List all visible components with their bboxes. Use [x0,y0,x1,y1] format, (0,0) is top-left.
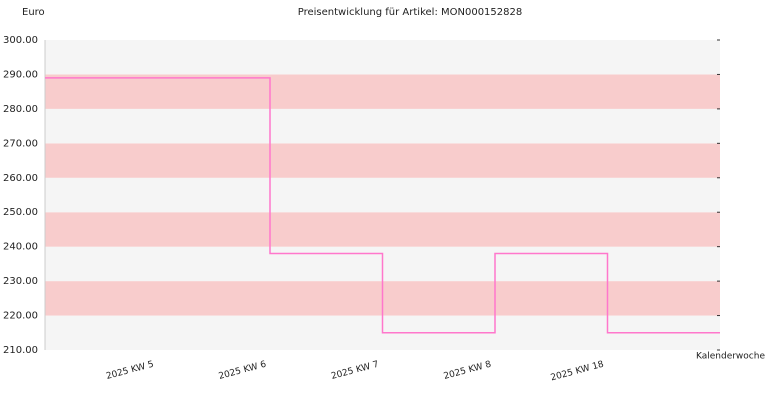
y-tick-label: 300.00 [3,35,38,46]
band [45,40,720,75]
band [45,212,720,247]
y-tick-label: 250.00 [3,207,38,218]
band [45,74,720,109]
y-tick-label: 270.00 [3,138,38,149]
y-tick-label: 230.00 [3,276,38,287]
y-tick-label: 280.00 [3,104,38,115]
x-tick-label: 2025 KW 18 [550,360,606,384]
x-axis-label: Kalenderwoche [696,352,765,362]
y-tick-label: 260.00 [3,173,38,184]
band [45,177,720,213]
x-tick-label: 2025 KW 7 [330,360,380,382]
y-tick-label: 220.00 [3,311,38,322]
x-tick-label: 2025 KW 5 [105,360,155,382]
band [45,108,720,144]
chart-title: Preisentwicklung für Artikel: MON0001528… [298,7,522,18]
y-tick-label: 210.00 [3,345,38,356]
y-tick-label: 290.00 [3,69,38,80]
x-tick-label: 2025 KW 8 [443,360,493,382]
x-tick-label: 2025 KW 6 [218,360,268,382]
band [45,143,720,178]
price-line [45,77,720,334]
y-axis-label: Euro [22,7,45,18]
y-tick-label: 240.00 [3,242,38,253]
